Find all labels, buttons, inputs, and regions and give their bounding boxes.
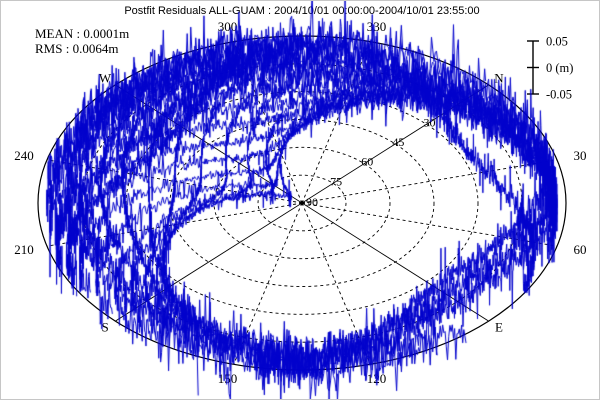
rms-value: RMS : 0.0064m: [35, 41, 118, 56]
compass-label: W: [99, 70, 112, 85]
azimuth-label: 240: [14, 148, 34, 163]
plot-title: Postfit Residuals ALL-GUAM : 2004/10/01 …: [124, 5, 479, 17]
compass-label: N: [494, 70, 504, 85]
azimuth-label: 150: [218, 371, 238, 386]
azimuth-label: 300: [218, 19, 238, 34]
elevation-label-zenith: 90: [306, 195, 318, 209]
azimuth-label: 60: [573, 242, 586, 257]
azimuth-spoke: [301, 202, 371, 365]
scale-top-label: 0.05: [546, 35, 568, 49]
elevation-label: 60: [361, 155, 373, 169]
residual-scale-bar: 0.05 0 (m) -0.05: [527, 35, 573, 102]
azimuth-label: 210: [14, 242, 34, 257]
compass-label: E: [495, 320, 503, 335]
azimuth-label: 30: [573, 148, 586, 163]
elevation-label: 15: [455, 96, 467, 110]
azimuth-spoke: [46, 159, 303, 204]
compass-label: S: [101, 320, 108, 335]
azimuth-label: 330: [367, 19, 387, 34]
elevation-label: 45: [392, 135, 404, 149]
elevation-label: 75: [330, 174, 342, 188]
zenith-marker: [300, 201, 304, 205]
azimuth-label: 120: [367, 371, 387, 386]
azimuth-spoke: [46, 202, 303, 247]
skyplot-grid: [37, 35, 567, 371]
azimuth-spoke: [301, 202, 558, 247]
mean-value: MEAN : 0.0001m: [35, 26, 129, 41]
scale-mid-label: 0 (m): [546, 61, 573, 75]
scale-bottom-label: -0.05: [546, 88, 572, 102]
elevation-label: 30: [423, 115, 435, 129]
